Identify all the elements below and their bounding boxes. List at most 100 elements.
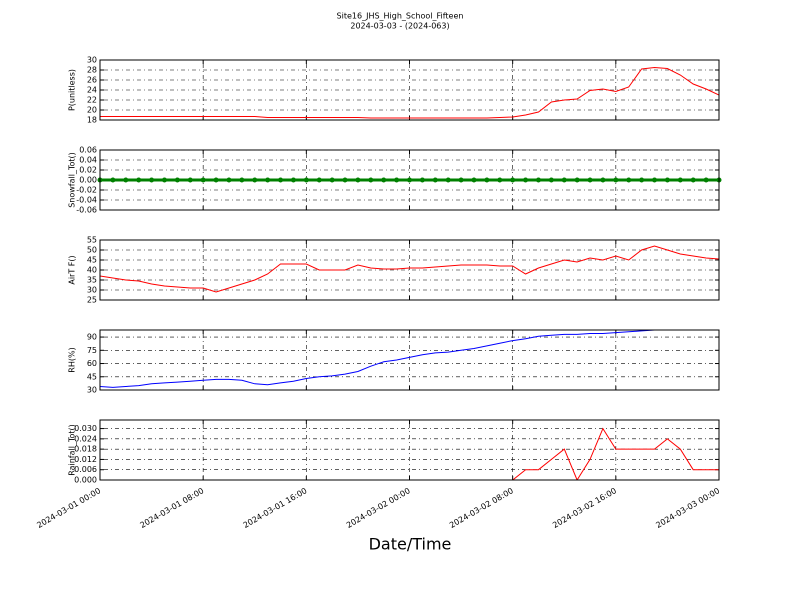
y-axis-label: P(unitless)	[68, 69, 77, 111]
data-point	[497, 177, 503, 183]
data-point	[419, 177, 425, 183]
data-point	[626, 177, 632, 183]
data-line	[100, 66, 719, 119]
y-tick-label: 22	[87, 96, 97, 105]
data-point	[200, 177, 206, 183]
data-point	[187, 177, 193, 183]
data-point	[110, 177, 116, 183]
y-tick-label: 28	[87, 66, 97, 75]
y-tick-label: 0.02	[79, 166, 97, 175]
data-point	[342, 177, 348, 183]
data-point	[136, 177, 142, 183]
y-tick-label: 25	[87, 296, 97, 305]
y-tick-label: 45	[87, 256, 97, 265]
data-point	[316, 177, 322, 183]
data-point	[703, 177, 709, 183]
data-point	[123, 177, 129, 183]
y-axis-label: RH(%)	[68, 347, 77, 372]
data-point	[432, 177, 438, 183]
data-point	[535, 177, 541, 183]
y-tick-label: 75	[87, 346, 97, 355]
plot-frame	[99, 419, 720, 481]
data-point	[252, 177, 258, 183]
y-tick-label: 35	[87, 276, 97, 285]
data-point	[226, 177, 232, 183]
data-point	[561, 177, 567, 183]
chart-subtitle: 2024-03-03 - (2024-063)	[350, 22, 449, 31]
data-point	[445, 177, 451, 183]
y-tick-label: 40	[87, 266, 97, 275]
data-point	[355, 177, 361, 183]
data-point	[381, 177, 387, 183]
x-tick-label: 2024-03-01 16:00	[242, 486, 309, 530]
x-tick-label: 2024-03-02 08:00	[448, 486, 515, 530]
data-point	[174, 177, 180, 183]
x-tick-label: 2024-03-02 00:00	[345, 486, 412, 530]
data-point	[652, 177, 658, 183]
y-tick-label: 55	[87, 236, 97, 245]
data-line	[100, 245, 719, 293]
y-tick-label: 0.00	[79, 176, 97, 185]
data-point	[690, 177, 696, 183]
y-tick-label: -0.04	[76, 196, 97, 205]
data-point	[278, 177, 284, 183]
data-point	[213, 177, 219, 183]
y-tick-label: 24	[87, 86, 97, 95]
data-point	[458, 177, 464, 183]
data-point	[394, 177, 400, 183]
y-tick-label: 0.024	[74, 434, 97, 443]
chart-title: Site16_JHS_High_School_Fifteen	[337, 12, 464, 21]
y-tick-label: 45	[87, 372, 97, 381]
y-axis-label: AirT F()	[68, 255, 77, 284]
y-tick-label: -0.02	[76, 186, 97, 195]
data-point	[600, 177, 606, 183]
data-point	[161, 177, 167, 183]
data-point	[471, 177, 477, 183]
data-point	[639, 177, 645, 183]
x-tick-label: 2024-03-01 00:00	[35, 486, 102, 530]
data-point	[239, 177, 245, 183]
data-line	[100, 427, 719, 480]
y-tick-label: 60	[87, 359, 97, 368]
y-tick-label: 0.012	[74, 455, 97, 464]
data-point	[303, 177, 309, 183]
data-line	[100, 330, 662, 388]
y-tick-label: 30	[87, 286, 97, 295]
y-tick-label: 0.018	[74, 445, 97, 454]
y-tick-label: 0.030	[74, 424, 97, 433]
data-point	[587, 177, 593, 183]
data-point	[329, 177, 335, 183]
y-tick-label: 0.04	[79, 156, 97, 165]
y-tick-label: 50	[87, 246, 97, 255]
data-point	[574, 177, 580, 183]
y-tick-label: 30	[87, 56, 97, 65]
y-tick-label: -0.06	[76, 206, 97, 215]
y-tick-label: 0.06	[79, 146, 97, 155]
data-point	[523, 177, 529, 183]
data-point	[664, 177, 670, 183]
y-tick-label: 30	[87, 386, 97, 395]
data-point	[149, 177, 155, 183]
data-point	[613, 177, 619, 183]
plot-frame	[99, 149, 720, 211]
y-tick-label: 26	[87, 76, 97, 85]
y-axis-label: Snowfall_Tot()	[68, 152, 77, 208]
x-tick-label: 2024-03-01 08:00	[138, 486, 205, 530]
data-point	[484, 177, 490, 183]
y-tick-label: 18	[87, 116, 97, 125]
x-tick-label: 2024-03-03 00:00	[654, 486, 721, 530]
y-tick-label: 20	[87, 106, 97, 115]
plot-frame	[99, 239, 720, 301]
y-axis-label: Rainfall_Tot()	[68, 424, 77, 476]
y-tick-label: 0.006	[74, 465, 97, 474]
data-point	[265, 177, 271, 183]
x-tick-label: 2024-03-02 16:00	[551, 486, 618, 530]
plot-frame	[99, 59, 720, 121]
data-point	[407, 177, 412, 183]
data-point	[290, 177, 296, 183]
data-point	[548, 177, 554, 183]
y-tick-label: 0.000	[74, 476, 97, 485]
y-tick-label: 90	[87, 333, 97, 342]
plot-frame	[99, 329, 720, 391]
